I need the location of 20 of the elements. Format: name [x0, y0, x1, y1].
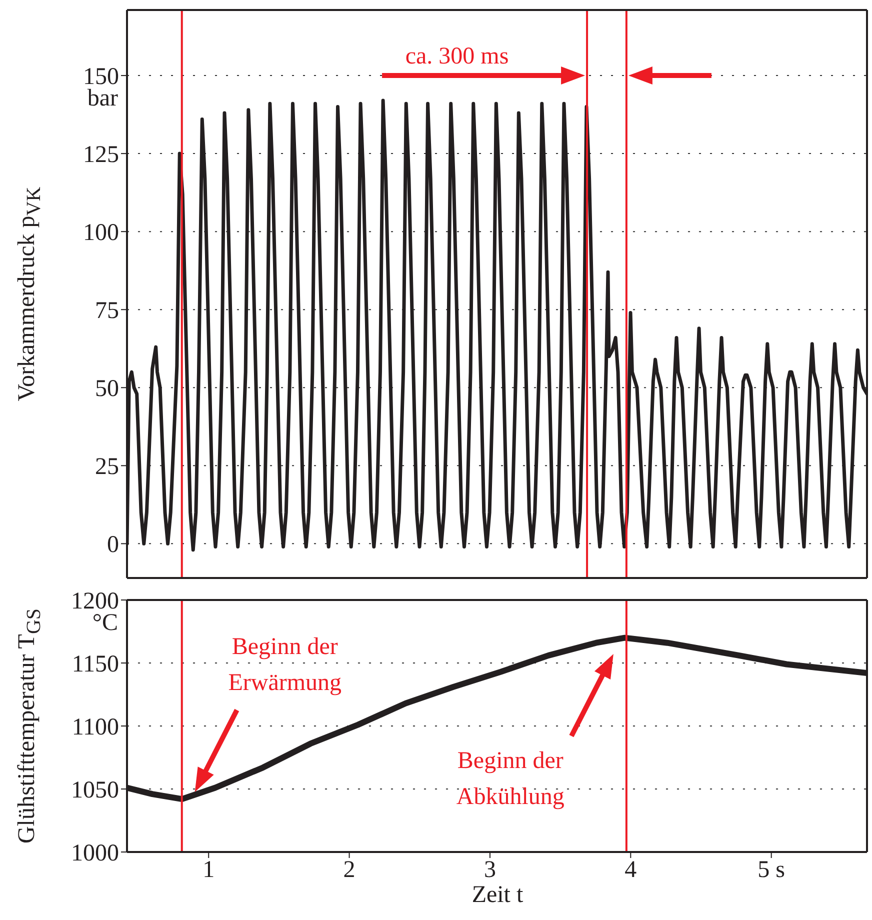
y-tick-label: 1000 [71, 840, 119, 867]
text: bar [87, 86, 118, 112]
y-tick-label: 50 [95, 376, 119, 402]
y-tick-label: 1050 [71, 778, 119, 804]
y-tick-label: 25 [95, 454, 119, 480]
x-tick-label: 5 s [758, 857, 786, 884]
x-axis-title: Zeit t [470, 882, 524, 909]
x-tick-label: 3 [484, 857, 496, 884]
x-tick-label: 2 [343, 857, 356, 884]
x-tick-label: 1 [202, 857, 215, 884]
annotation: Beginn der Erwärmung [228, 634, 342, 696]
annotation: Beginn der Abkühlung [456, 748, 564, 810]
y-tick-label: 125 [83, 142, 119, 168]
y-tick-label: 1100 [72, 714, 119, 741]
y-tick-label: 0 [107, 532, 119, 558]
y-tick-label: 75 [95, 298, 119, 324]
y-tick-label: 1150 [72, 652, 119, 678]
x-tick-label: 4 [624, 857, 637, 884]
annotation: ca. 300 ms [405, 44, 509, 70]
y-tick-label: 100 [83, 220, 119, 246]
